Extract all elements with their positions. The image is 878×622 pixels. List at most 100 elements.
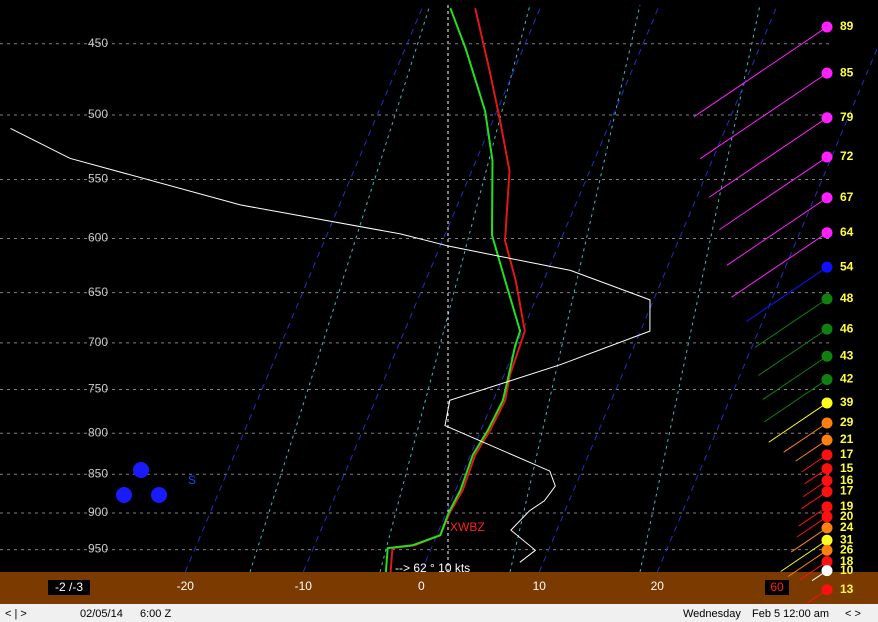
wind-dot	[821, 501, 833, 513]
wind-speed: 72	[840, 149, 854, 163]
isotherm	[656, 45, 878, 573]
isotherm	[420, 4, 660, 573]
wind-speed: 64	[840, 225, 854, 239]
wind-line	[796, 516, 828, 538]
marker	[151, 487, 167, 503]
profile-line	[384, 7, 522, 573]
bottom-bar	[0, 572, 878, 604]
wind-dot	[821, 463, 833, 475]
y-tick-label: 750	[88, 382, 108, 396]
wind-dot	[821, 522, 833, 534]
wind-line	[790, 527, 828, 553]
bottom-right: 60	[770, 580, 784, 594]
wind-dot	[821, 584, 833, 596]
isotherm	[538, 4, 778, 573]
y-tick-label: 450	[88, 36, 108, 50]
wind-line	[763, 379, 828, 423]
y-tick-label: 550	[88, 172, 108, 186]
wind-dot	[821, 556, 833, 568]
wind-speed: 19	[840, 499, 854, 513]
nav-next[interactable]: < >	[845, 608, 861, 620]
wind-speed: 24	[840, 520, 854, 534]
wind-line	[798, 506, 828, 527]
wind-dot	[821, 151, 833, 163]
wind-dot	[821, 449, 833, 461]
adiabat	[639, 4, 761, 573]
wind-line	[795, 439, 828, 462]
x-tick-label: 0	[418, 579, 425, 593]
x-tick-label: -10	[295, 579, 313, 593]
x-tick-label: -20	[177, 579, 195, 593]
wind-speed: 85	[840, 65, 854, 79]
bottom-left: -2 /-3	[55, 580, 83, 594]
direction-label: S	[188, 473, 196, 487]
wind-line	[693, 26, 828, 118]
label-box	[765, 580, 789, 595]
wind-dot	[821, 511, 833, 523]
y-tick-label: 900	[88, 505, 108, 519]
x-tick-label: 20	[651, 579, 665, 593]
wind-dot	[821, 486, 833, 498]
adiabat	[509, 4, 641, 573]
wind-line	[719, 156, 828, 231]
wind-speed: 43	[840, 348, 854, 362]
wind-dot	[821, 475, 833, 487]
wind-line	[755, 298, 828, 348]
wind-dot	[821, 434, 833, 446]
y-tick-label: 500	[88, 107, 108, 121]
y-tick-label: 700	[88, 335, 108, 349]
wind-speed: 48	[840, 291, 854, 305]
wind-dot	[821, 397, 833, 409]
weekday: Wednesday	[683, 608, 741, 620]
wind-dot	[821, 21, 833, 33]
y-tick-label: 950	[88, 542, 108, 556]
wind-dot	[821, 417, 833, 429]
label-box	[48, 580, 90, 595]
wind-speed: 26	[840, 542, 854, 556]
marker	[133, 462, 149, 478]
date: 02/05/14	[80, 608, 123, 620]
wind-dot	[821, 192, 833, 204]
wind-speed: 31	[840, 532, 854, 546]
wind-line	[746, 266, 828, 323]
adiabat	[249, 4, 431, 573]
isotherm	[184, 4, 424, 573]
wind-speed: 79	[840, 110, 854, 124]
x-tick-label: 10	[533, 579, 547, 593]
wind-dot	[821, 67, 833, 79]
marker	[116, 487, 132, 503]
valid-time: Feb 5 12:00 am	[752, 608, 829, 620]
wind-line	[780, 539, 828, 572]
wind-dot	[821, 544, 833, 556]
y-tick-label: 650	[88, 285, 108, 299]
wind-dot	[821, 293, 833, 305]
wind-dot	[821, 227, 833, 239]
wind-speed: 13	[840, 582, 854, 596]
wind-line	[787, 549, 828, 577]
wind-speed: 29	[840, 415, 854, 429]
time: 6:00 Z	[140, 608, 171, 620]
wind-dot	[821, 565, 833, 577]
wind-speed: 16	[840, 473, 854, 487]
surface-wind: --> 62 ° 10 kts	[395, 561, 470, 575]
wind-speed: 10	[840, 563, 854, 577]
profile-line	[10, 127, 651, 563]
nav-prev[interactable]: < | >	[5, 608, 27, 620]
wind-line	[757, 328, 828, 376]
wind-speed: 17	[840, 447, 854, 461]
wind-dot	[821, 261, 833, 273]
wind-line	[768, 402, 828, 443]
y-tick-label: 600	[88, 231, 108, 245]
wind-line	[726, 197, 828, 266]
wind-speed: 17	[840, 484, 854, 498]
plot-background	[0, 0, 878, 604]
wind-speed: 18	[840, 554, 854, 568]
wind-speed: 21	[840, 432, 854, 446]
wind-dot	[821, 350, 833, 362]
wind-speed: 39	[840, 395, 854, 409]
isotherm	[302, 4, 542, 573]
y-tick-label: 800	[88, 425, 108, 439]
wind-dot	[821, 323, 833, 335]
wind-speed: 15	[840, 461, 854, 475]
